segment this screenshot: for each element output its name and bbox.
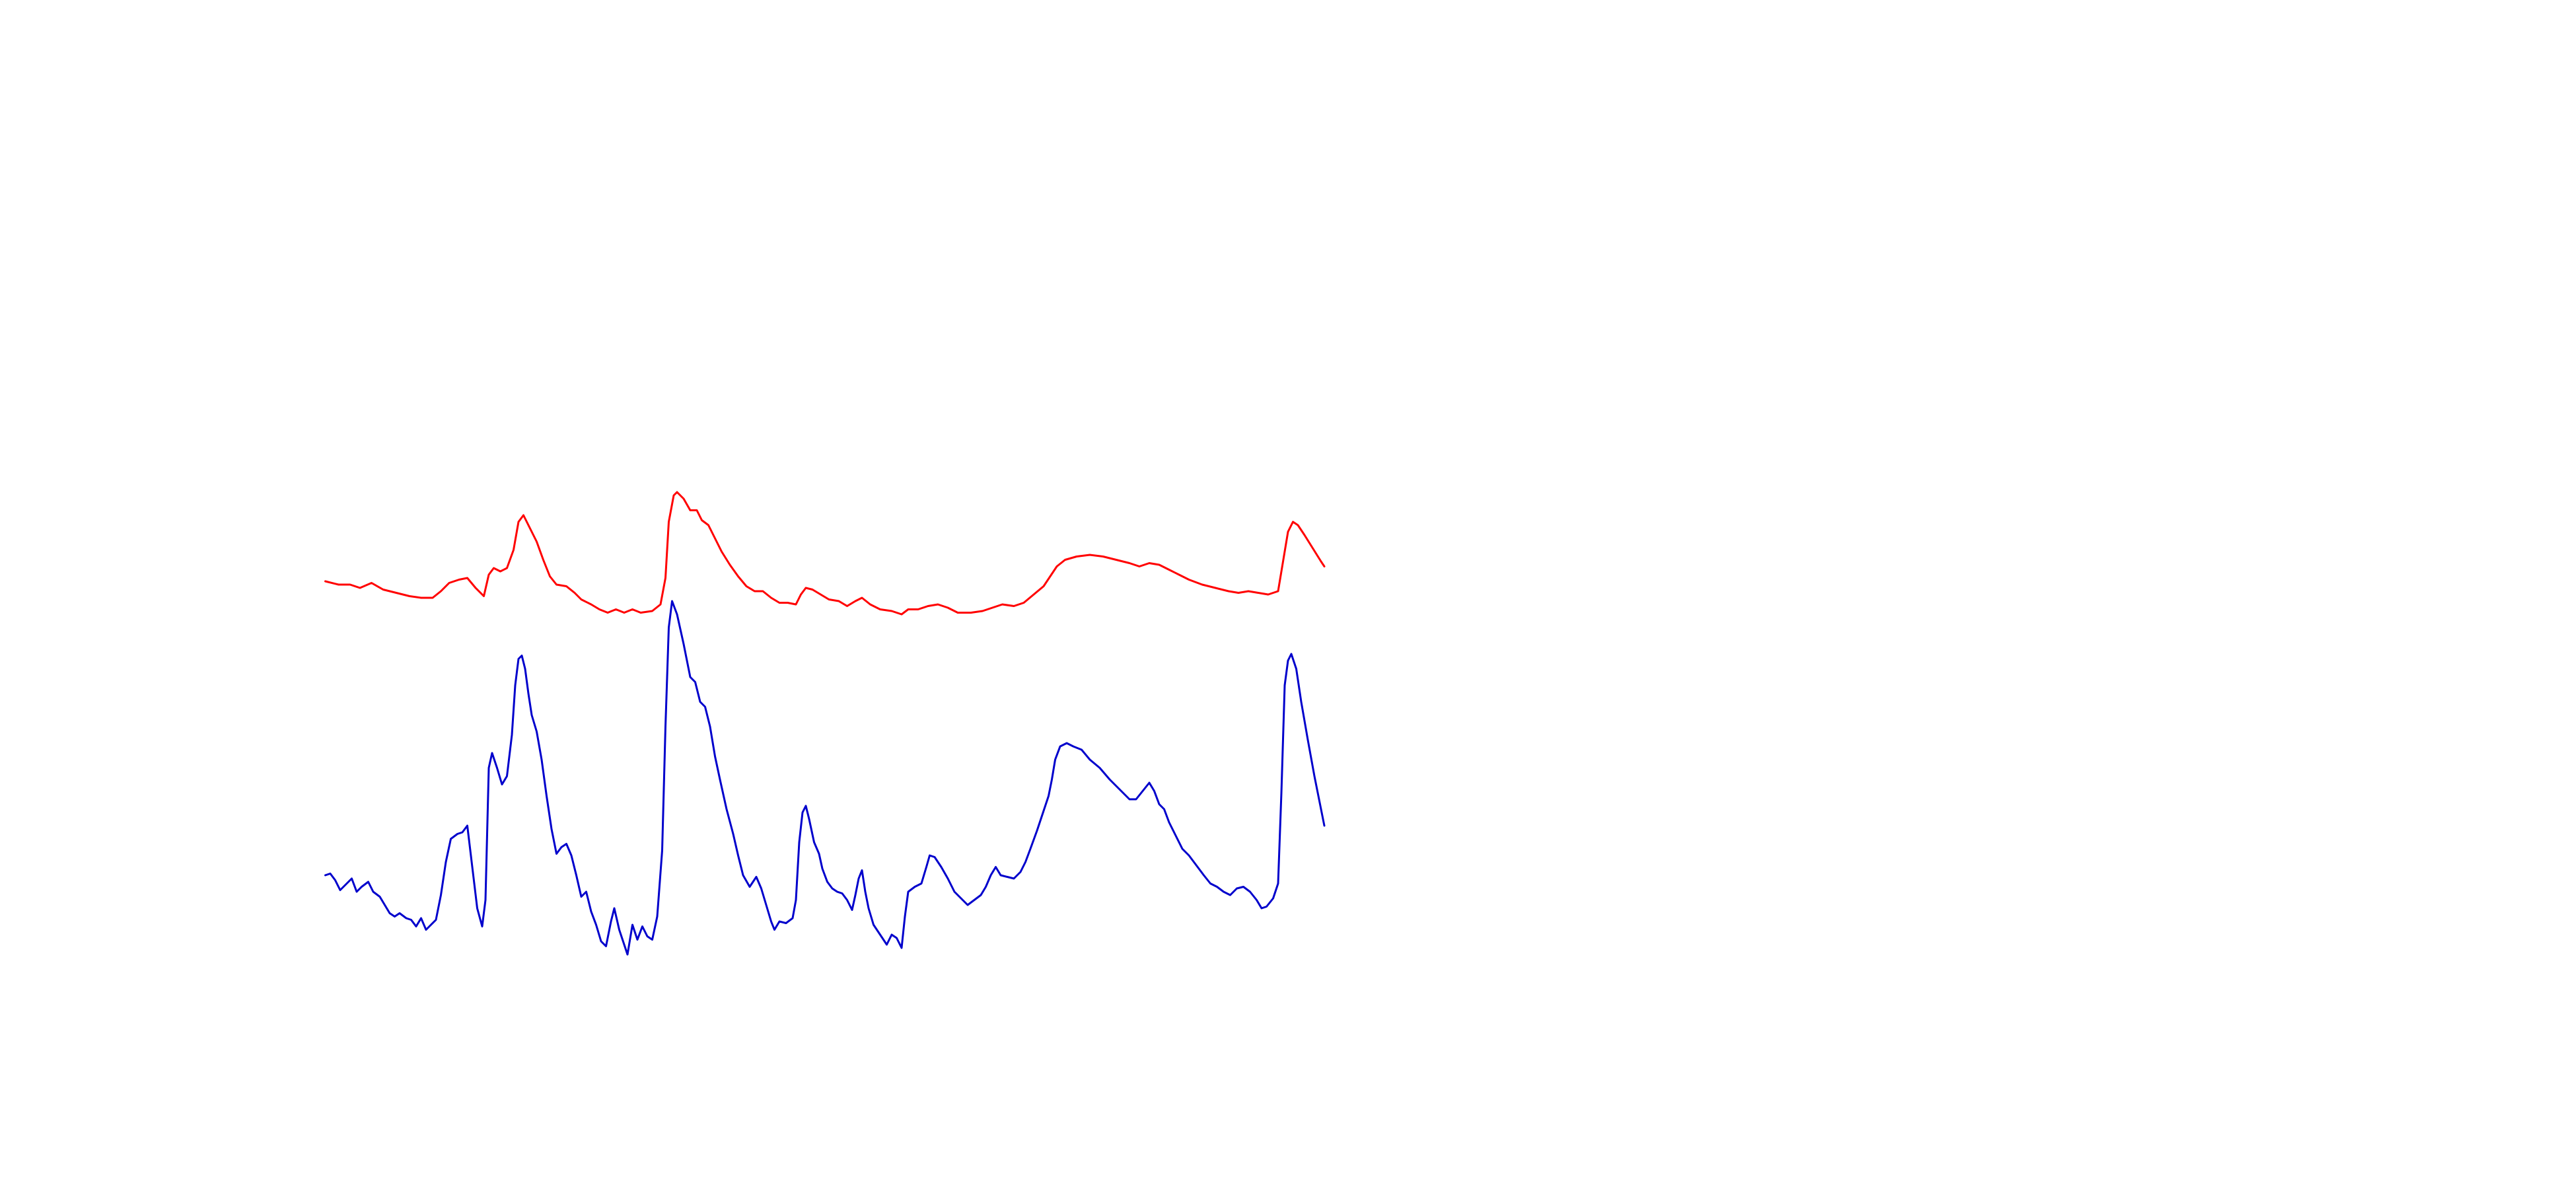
line-series: [324, 600, 1326, 956]
line-series: [324, 491, 1326, 616]
